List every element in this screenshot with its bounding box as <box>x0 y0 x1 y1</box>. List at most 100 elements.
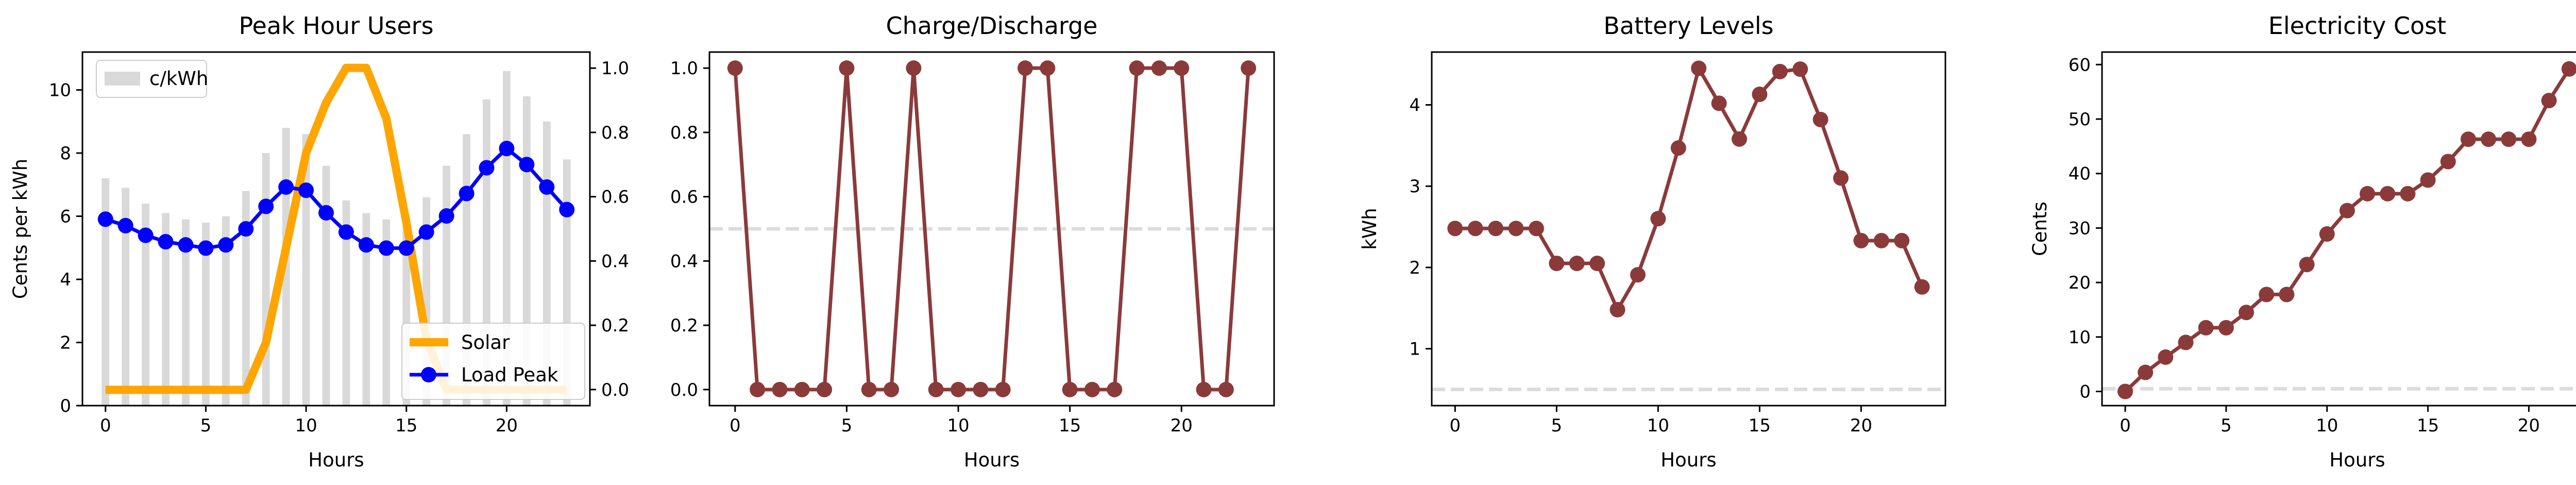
data-point-7 <box>1589 256 1605 272</box>
data-point-8 <box>1609 302 1625 317</box>
y-tick-label: 20 <box>2069 273 2091 293</box>
y2-tick-label: 0.8 <box>601 123 629 143</box>
data-point-13 <box>1711 95 1727 111</box>
data-point-7 <box>2259 287 2275 303</box>
data-point-0 <box>727 60 743 76</box>
bar-7 <box>242 191 250 406</box>
y-tick-label: 50 <box>2069 109 2091 130</box>
data-point-22 <box>1218 381 1234 397</box>
data-point-12 <box>338 224 354 240</box>
data-point-3 <box>794 381 810 397</box>
y-tick-label: 30 <box>2069 218 2091 239</box>
data-point-17 <box>1792 61 1808 77</box>
data-point-6 <box>2239 305 2255 321</box>
y-tick-label: 4 <box>1409 95 1420 116</box>
x-tick-label: 0 <box>730 415 741 436</box>
x-axis-label: Hours <box>964 449 1020 471</box>
bar-10 <box>302 134 310 406</box>
y-tick-label: 4 <box>60 270 71 290</box>
y-tick-label: 0 <box>60 396 71 416</box>
data-point-12 <box>1691 60 1707 76</box>
y-axis-label: kWh <box>1359 208 1381 249</box>
data-point-8 <box>258 198 274 214</box>
data-point-1 <box>2138 364 2154 380</box>
data-point-3 <box>2178 335 2194 350</box>
data-point-18 <box>1129 60 1145 76</box>
data-point-14 <box>378 240 394 256</box>
data-point-20 <box>499 141 515 157</box>
plot-frame <box>2101 51 2576 407</box>
data-point-16 <box>418 224 434 240</box>
data-point-8 <box>906 60 922 76</box>
legend-label: Load Peak <box>461 364 558 386</box>
data-point-18 <box>459 186 474 202</box>
y-tick-label: 0.0 <box>670 380 698 400</box>
bar-1 <box>122 188 130 406</box>
chart-panel-4: 0 5 10 15 20 0 10 20 30 40 50 60 Electricity Cost Hou… <box>2029 12 2576 471</box>
data-point-21 <box>2541 93 2557 109</box>
data-point-5 <box>198 240 214 256</box>
data-point-14 <box>1732 131 1748 147</box>
data-point-20 <box>1174 60 1190 76</box>
data-point-2 <box>138 227 154 243</box>
data-point-1 <box>117 218 133 233</box>
y-tick-label: 0.2 <box>670 315 698 336</box>
data-point-19 <box>2501 131 2517 147</box>
data-point-15 <box>398 240 414 256</box>
legend-label: c/kWh <box>149 68 208 90</box>
data-point-12 <box>2360 186 2376 202</box>
y-axis-label: Cents per kWh <box>9 159 31 299</box>
chart-panel-2: 0 5 10 15 20 0.0 0.2 0.4 0.6 0.8 1.0 Charge/Dischar… <box>670 12 1275 471</box>
x-tick-label: 5 <box>2221 415 2232 436</box>
x-tick-label: 15 <box>1059 415 1081 436</box>
x-axis-label: Hours <box>308 449 364 471</box>
y-tick-label: 10 <box>49 80 71 101</box>
chart-title: Peak Hour Users <box>239 12 433 40</box>
y-tick-label: 0.6 <box>670 187 698 208</box>
data-point-15 <box>1062 381 1078 397</box>
x-tick-label: 20 <box>1850 415 1872 436</box>
data-point-17 <box>438 208 454 224</box>
legend-bars: c/kWh <box>96 60 208 98</box>
bar-11 <box>322 165 330 406</box>
x-tick-label: 15 <box>395 415 417 436</box>
data-point-5 <box>839 60 855 76</box>
data-point-16 <box>1084 381 1100 397</box>
data-point-6 <box>861 381 877 397</box>
x-tick-label: 20 <box>1171 415 1193 436</box>
x-tick-label: 10 <box>295 415 317 436</box>
data-point-13 <box>1017 60 1033 76</box>
plot-frame <box>1431 51 1946 407</box>
data-point-4 <box>2198 320 2214 336</box>
data-point-18 <box>1812 111 1828 127</box>
bar-13 <box>362 213 370 406</box>
y-tick-label: 40 <box>2069 164 2091 185</box>
data-point-5 <box>1549 256 1565 272</box>
data-point-21 <box>1873 232 1889 248</box>
data-point-22 <box>2561 61 2576 77</box>
y-tick-label: 8 <box>60 143 71 164</box>
x-tick-label: 5 <box>200 415 212 436</box>
bar-0 <box>101 178 110 406</box>
data-point-12 <box>995 381 1011 397</box>
data-point-11 <box>1670 140 1686 156</box>
data-point-22 <box>539 179 555 195</box>
data-point-0 <box>97 211 113 227</box>
chart-panel-1: 0 5 10 15 20 0 2 4 6 8 10 0.0 0.2 0.4 0.6 0.8 1.0 Peak Ho… <box>9 12 629 471</box>
y-tick-label: 1.0 <box>670 58 698 79</box>
data-point-23 <box>559 202 575 218</box>
data-point-0 <box>1447 221 1463 237</box>
data-point-4 <box>1528 221 1544 237</box>
y-tick-label: 3 <box>1409 176 1420 197</box>
bar-6 <box>222 216 230 406</box>
data-point-1 <box>1467 221 1483 237</box>
data-point-7 <box>884 381 900 397</box>
y2-tick-label: 1.0 <box>601 58 629 79</box>
y-tick-label: 6 <box>60 207 71 227</box>
plot-area <box>1432 60 1945 391</box>
bar-3 <box>162 213 170 406</box>
data-point-9 <box>1630 267 1646 283</box>
data-point-15 <box>2420 172 2436 188</box>
x-tick-label: 20 <box>2518 415 2540 436</box>
data-point-9 <box>928 381 944 397</box>
